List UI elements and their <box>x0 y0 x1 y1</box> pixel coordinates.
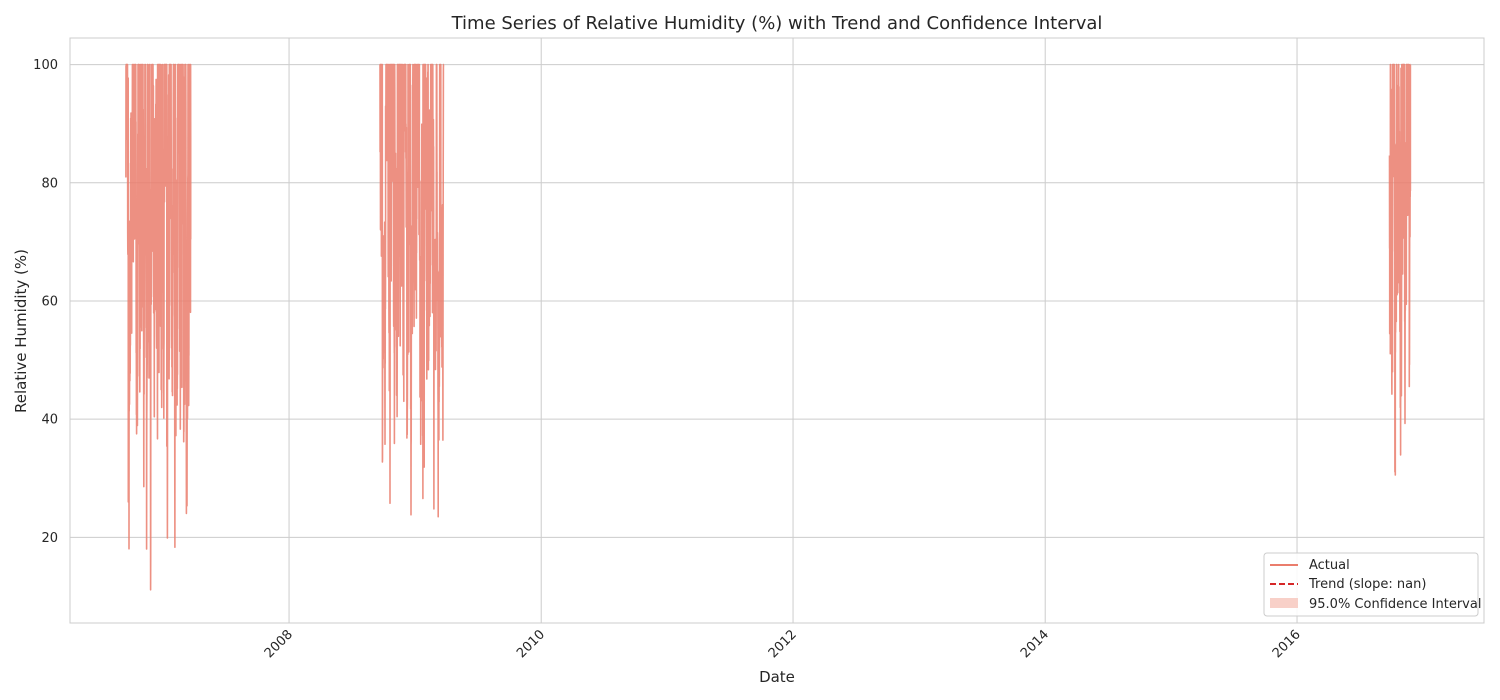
plot-area <box>69 37 1485 624</box>
actual-series-segment-1 <box>125 63 192 591</box>
actual-series-segment-3 <box>1388 63 1412 476</box>
actual-series-segment-2 <box>379 63 445 518</box>
chart-title: Time Series of Relative Humidity (%) wit… <box>451 13 1103 34</box>
legend-ci-swatch <box>1270 598 1298 608</box>
y-axis-ticks: 20 40 60 80 100 <box>33 58 58 546</box>
legend: Actual Trend (slope: nan) 95.0% Confiden… <box>1263 552 1481 617</box>
legend-actual-label: Actual <box>1309 558 1350 573</box>
y-tick-label: 40 <box>41 413 58 428</box>
y-tick-label: 80 <box>41 176 58 191</box>
plot-frame <box>69 37 1485 624</box>
y-axis-label: Relative Humidity (%) <box>12 249 30 413</box>
y-gridlines <box>70 64 1484 538</box>
y-tick-label: 20 <box>41 531 58 546</box>
series-actual <box>125 63 1412 591</box>
legend-ci-label: 95.0% Confidence Interval <box>1309 597 1481 612</box>
y-tick-label: 60 <box>41 294 58 309</box>
x-gridlines <box>288 38 1298 623</box>
legend-trend-label: Trend (slope: nan) <box>1308 577 1426 592</box>
y-tick-label: 100 <box>33 58 58 73</box>
x-axis-label: Date <box>759 668 795 686</box>
legend-box <box>1263 552 1479 617</box>
